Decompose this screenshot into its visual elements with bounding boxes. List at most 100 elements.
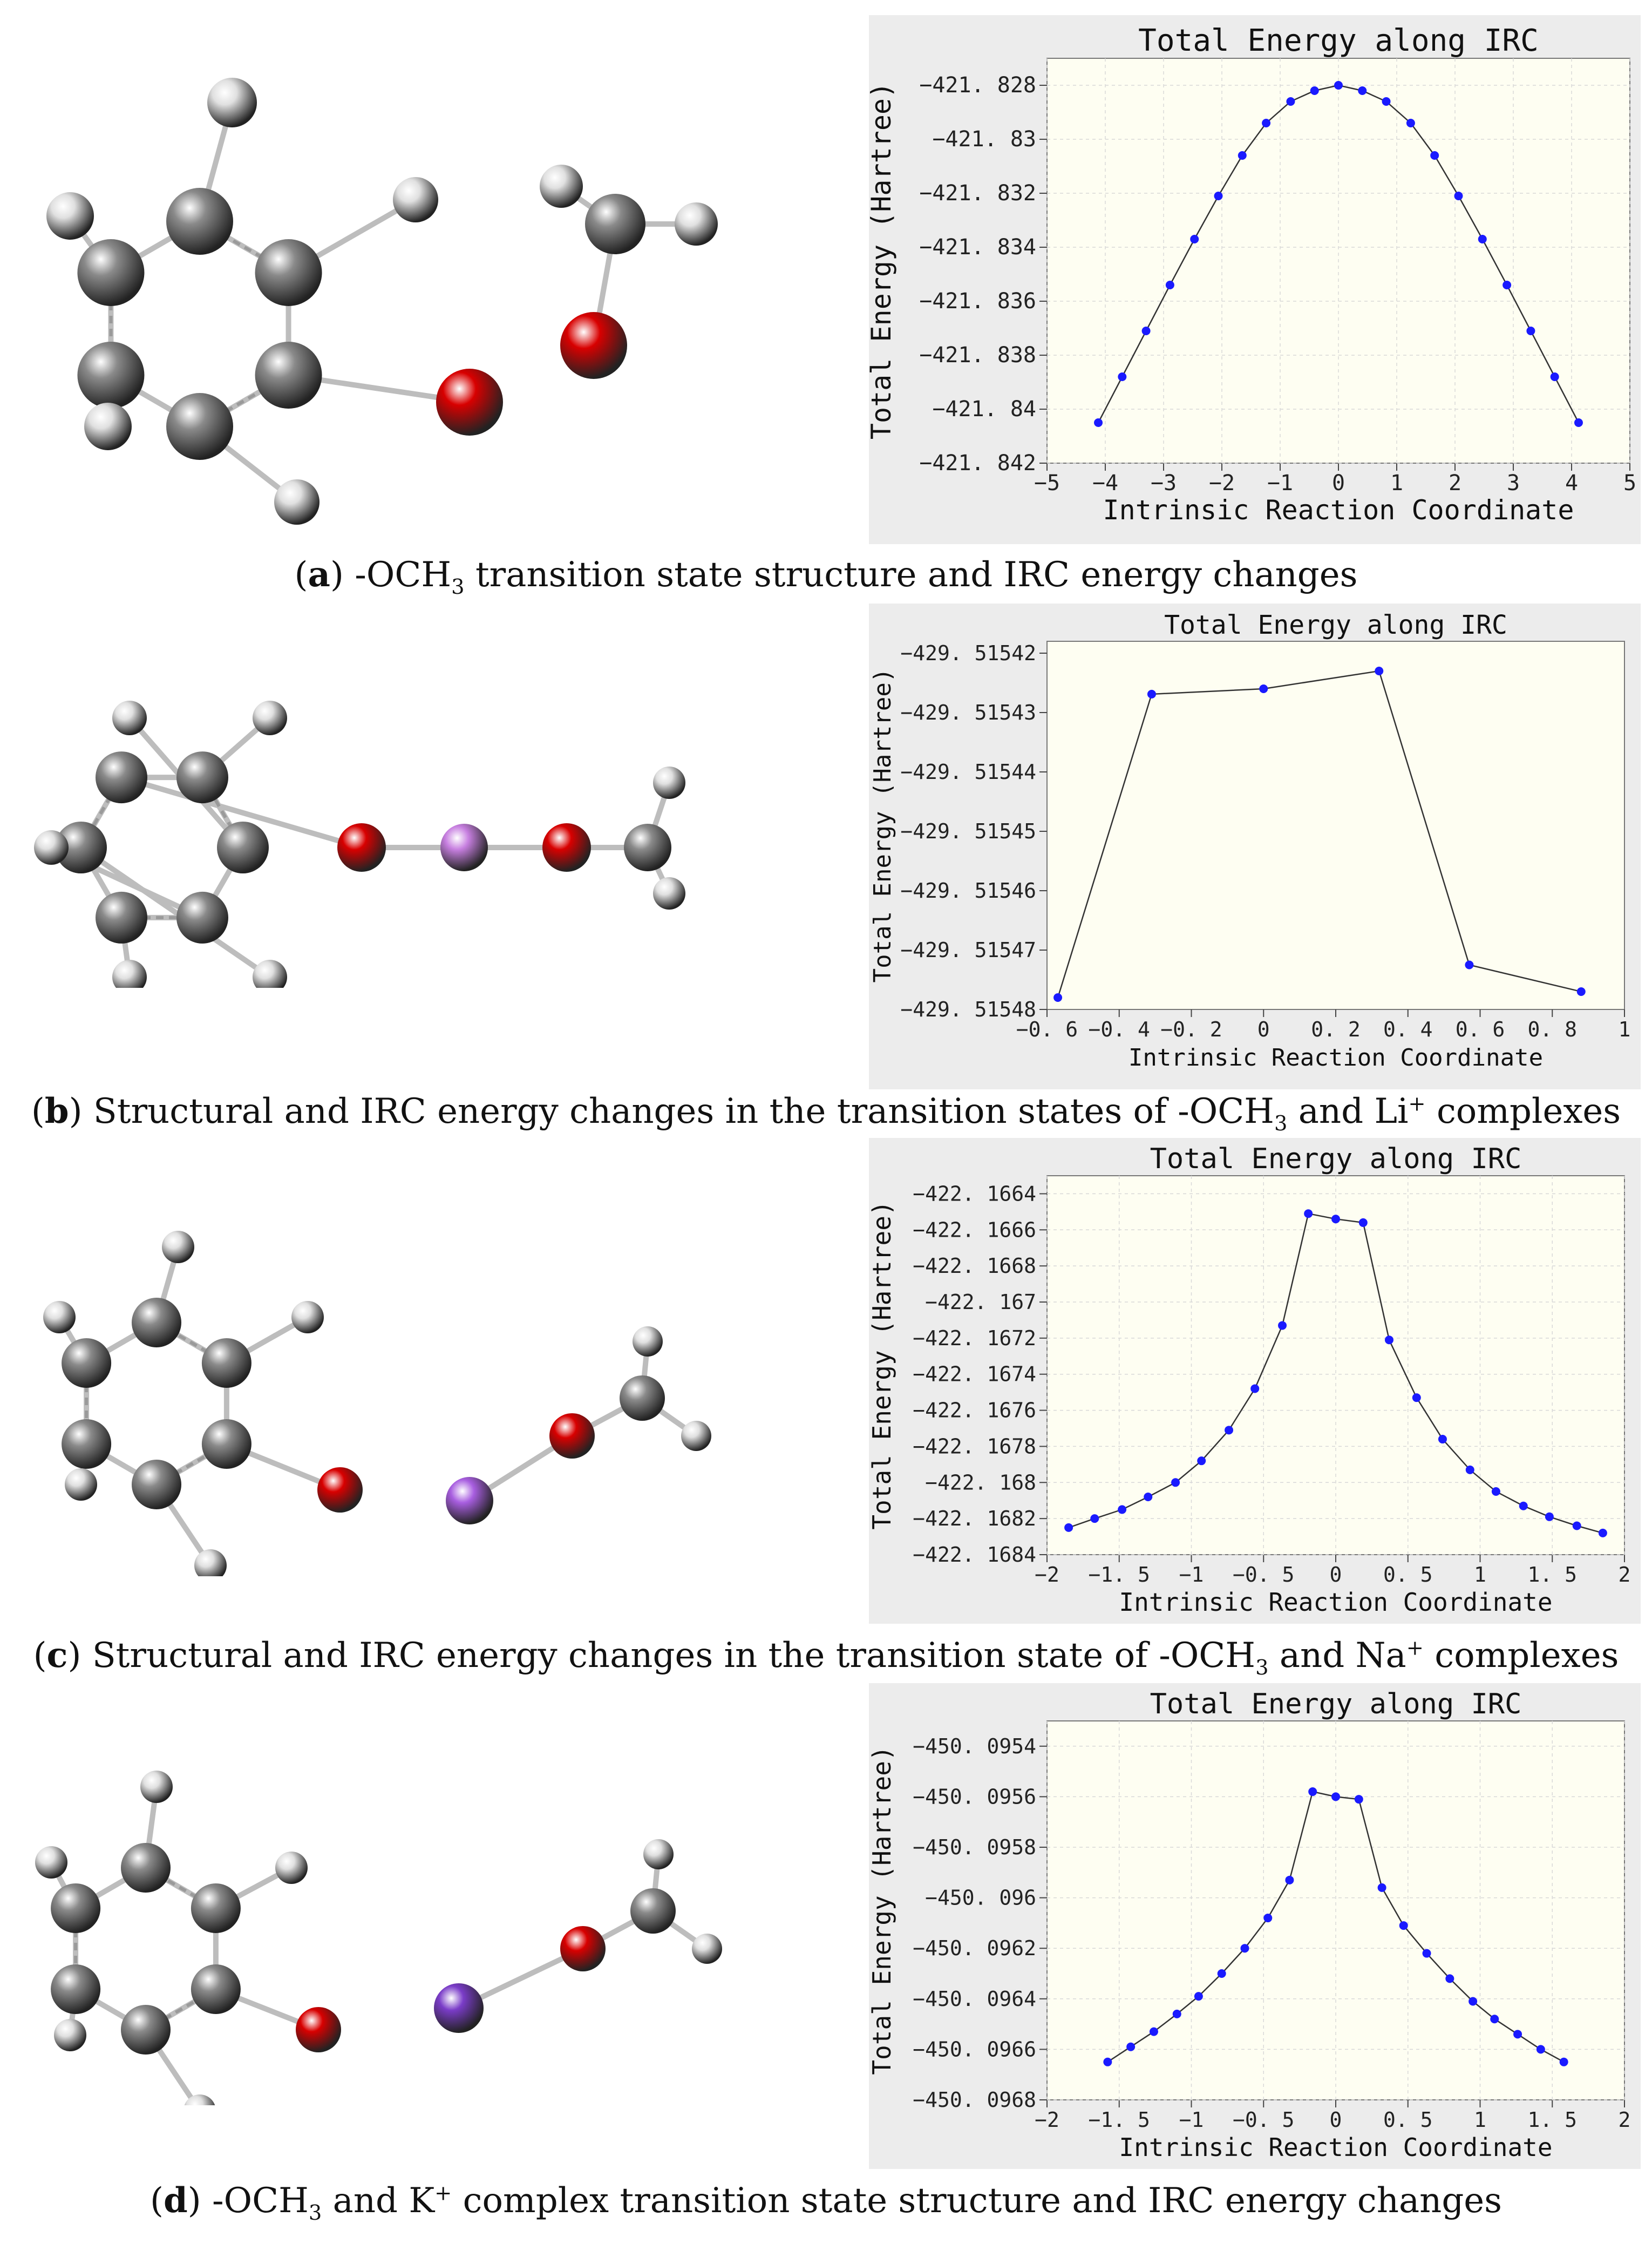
data-point bbox=[1503, 281, 1512, 289]
y-tick-label: −421. 836 bbox=[919, 289, 1036, 314]
x-axis-label: Intrinsic Reaction Coordinate bbox=[1103, 494, 1574, 526]
oxygen-atom bbox=[560, 1926, 606, 1971]
bond bbox=[79, 845, 271, 980]
data-point bbox=[1144, 1493, 1153, 1502]
carbon-atom bbox=[77, 342, 145, 409]
x-tick-label: 5 bbox=[1623, 471, 1636, 496]
data-point bbox=[1430, 151, 1439, 160]
x-tick-label: 0. 5 bbox=[1383, 2108, 1433, 2132]
x-tick-label: 1 bbox=[1619, 1018, 1631, 1041]
chart-d: Total Energy along IRC −2 −1. 5 −1 −0. 5 0 0. … bbox=[869, 1683, 1641, 2169]
x-tick-label: 2 bbox=[1619, 2108, 1631, 2132]
hydrogen-atom bbox=[43, 1301, 76, 1333]
data-point bbox=[1576, 987, 1586, 996]
caption-b: (b) Structural and IRC energy changes in… bbox=[31, 1091, 1621, 1136]
x-axis-label: Intrinsic Reaction Coordinate bbox=[1128, 1044, 1543, 1072]
y-tick-label: −421. 828 bbox=[919, 73, 1036, 98]
data-point bbox=[1171, 1478, 1180, 1487]
carbon-atom bbox=[96, 891, 147, 944]
carbon-atom bbox=[121, 1843, 171, 1893]
hydrogen-atom bbox=[291, 1301, 324, 1333]
data-point bbox=[1172, 2009, 1181, 2018]
y-axis-label: Total Energy (Hartree) bbox=[869, 1201, 896, 1529]
y-axis-label: Total Energy (Hartree) bbox=[869, 668, 896, 983]
x-tick-label: 0 bbox=[1257, 1018, 1270, 1041]
carbon-atom bbox=[255, 342, 322, 409]
x-axis-label: Intrinsic Reaction Coordinate bbox=[1119, 1588, 1552, 1617]
hydrogen-atom bbox=[84, 403, 132, 450]
carbon-atom bbox=[166, 393, 233, 460]
carbon-atom bbox=[62, 1338, 112, 1388]
bond bbox=[120, 775, 363, 850]
x-tick-label: −0. 4 bbox=[1089, 1018, 1150, 1041]
carbon-atom bbox=[62, 1419, 112, 1469]
carbon-atom bbox=[585, 194, 645, 254]
data-point bbox=[1149, 2027, 1158, 2036]
y-tick-label: −422. 167 bbox=[925, 1290, 1036, 1314]
x-tick-label: −2 bbox=[1035, 1563, 1059, 1587]
data-point bbox=[1536, 2045, 1545, 2054]
carbon-atom bbox=[121, 2005, 171, 2055]
data-point bbox=[1190, 235, 1199, 243]
data-point bbox=[1262, 119, 1271, 127]
oxygen-atom bbox=[436, 369, 503, 436]
y-tick-label: −421. 832 bbox=[919, 181, 1036, 206]
data-point bbox=[1225, 1426, 1234, 1435]
data-point bbox=[1465, 960, 1474, 970]
hydrogen-atom bbox=[633, 1326, 663, 1357]
y-tick-label: −422. 1678 bbox=[913, 1434, 1036, 1458]
x-tick-label: −0. 6 bbox=[1016, 1018, 1078, 1041]
data-point bbox=[1118, 372, 1127, 381]
hydrogen-atom bbox=[653, 877, 685, 910]
carbon-atom bbox=[217, 822, 269, 873]
molecule-c bbox=[43, 1231, 711, 1576]
y-tick-label: −422. 1664 bbox=[913, 1182, 1036, 1205]
y-tick-label: −429. 51545 bbox=[900, 819, 1036, 843]
y-tick-label: −429. 51542 bbox=[900, 641, 1036, 665]
data-point bbox=[1412, 1393, 1421, 1402]
carbon-atom bbox=[201, 1338, 251, 1388]
hydrogen-atom bbox=[275, 1852, 308, 1884]
data-point bbox=[1559, 2057, 1568, 2066]
lithium-atom bbox=[440, 824, 488, 871]
chart-title: Total Energy along IRC bbox=[1138, 23, 1539, 58]
x-tick-label: −0. 5 bbox=[1233, 1563, 1294, 1587]
y-tick-label: −450. 0962 bbox=[913, 1936, 1036, 1960]
x-tick-label: −1. 5 bbox=[1089, 1563, 1150, 1587]
y-tick-label: −429. 51544 bbox=[900, 760, 1036, 784]
carbon-atom bbox=[132, 1460, 181, 1509]
x-tick-label: 3 bbox=[1507, 471, 1520, 496]
hydrogen-atom bbox=[540, 165, 583, 208]
carbon-atom bbox=[620, 1375, 665, 1421]
data-point bbox=[1304, 1209, 1313, 1218]
molecule-b bbox=[34, 701, 685, 988]
y-tick-label: −450. 0968 bbox=[913, 2088, 1036, 2112]
x-tick-label: −1 bbox=[1267, 471, 1293, 496]
y-tick-label: −422. 1682 bbox=[913, 1507, 1036, 1530]
data-point bbox=[1469, 1997, 1478, 2006]
hydrogen-atom bbox=[675, 202, 718, 246]
carbon-atom bbox=[132, 1298, 181, 1347]
x-tick-label: −3 bbox=[1151, 471, 1177, 496]
data-point bbox=[1094, 418, 1103, 427]
y-tick-label: −421. 842 bbox=[919, 451, 1036, 476]
data-point bbox=[1438, 1435, 1447, 1444]
hydrogen-atom bbox=[253, 960, 287, 988]
x-tick-label: 2 bbox=[1449, 471, 1461, 496]
hydrogen-atom bbox=[207, 78, 257, 127]
data-point bbox=[1053, 993, 1063, 1002]
hydrogen-atom bbox=[274, 479, 319, 525]
chart-title: Total Energy along IRC bbox=[1150, 1143, 1522, 1175]
y-tick-label: −421. 84 bbox=[932, 397, 1036, 422]
carbon-atom bbox=[55, 822, 107, 873]
x-tick-label: 0 bbox=[1330, 1563, 1342, 1587]
carbon-atom bbox=[176, 891, 228, 944]
x-tick-label: 0. 2 bbox=[1311, 1018, 1361, 1041]
x-tick-label: 0 bbox=[1332, 471, 1345, 496]
data-point bbox=[1194, 1992, 1203, 2001]
data-point bbox=[1382, 97, 1391, 106]
y-tick-label: −450. 0956 bbox=[913, 1785, 1036, 1808]
y-tick-label: −421. 838 bbox=[919, 343, 1036, 368]
carbon-atom bbox=[166, 188, 233, 255]
plot-area bbox=[1046, 641, 1625, 1010]
